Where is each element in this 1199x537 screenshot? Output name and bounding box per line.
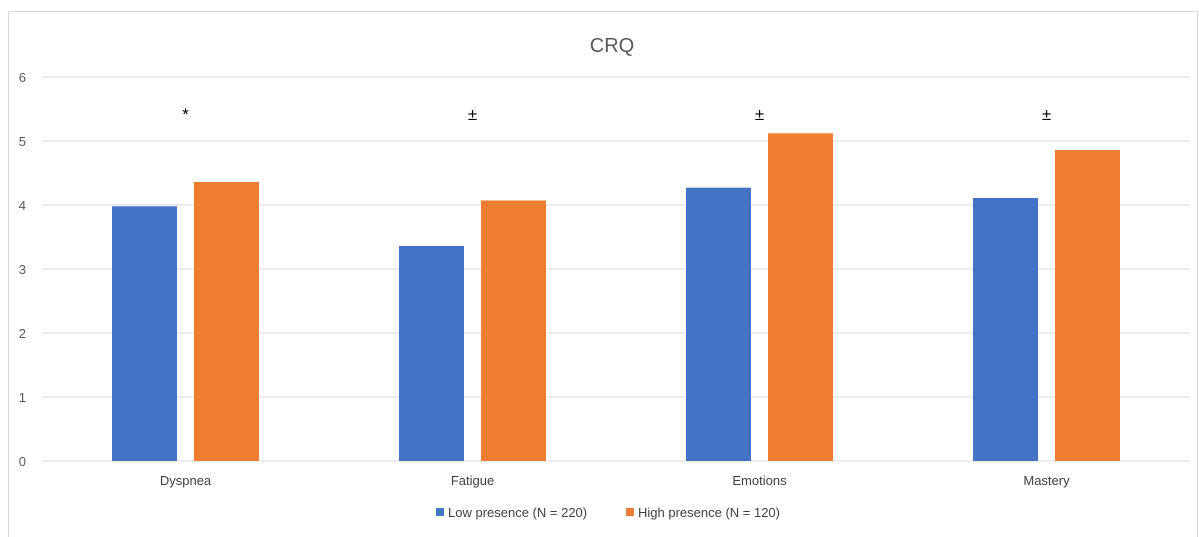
bar-dyspnea-low	[112, 206, 177, 461]
y-tick-label: 2	[19, 326, 26, 341]
bar-mastery-high	[1055, 149, 1120, 461]
y-axis-tick-labels: 0 1 2 3 4 5 6	[19, 70, 26, 469]
bar-fatigue-low	[399, 245, 464, 461]
significance-marker: ±	[1042, 105, 1051, 124]
bar-fatigue-high	[481, 200, 546, 461]
significance-marker: *	[182, 105, 189, 124]
y-tick-label: 6	[19, 70, 26, 85]
y-tick-label: 1	[19, 390, 26, 405]
legend: Low presence (N = 220) High presence (N =…	[436, 505, 780, 520]
y-tick-label: 5	[19, 134, 26, 149]
legend-swatch	[626, 508, 634, 516]
x-category-label: Dyspnea	[160, 473, 212, 488]
y-tick-label: 4	[19, 198, 26, 213]
bar-dyspnea-high	[194, 181, 259, 461]
bar-emotions-high	[768, 133, 833, 461]
legend-swatch	[436, 508, 444, 516]
significance-annotations: * ± ± ±	[182, 105, 1051, 124]
y-tick-label: 0	[19, 454, 26, 469]
bar-mastery-low	[973, 197, 1038, 461]
bars	[112, 133, 1120, 461]
y-tick-label: 3	[19, 262, 26, 277]
chart-title: CRQ	[590, 35, 634, 57]
bar-emotions-low	[686, 187, 751, 461]
significance-marker: ±	[468, 105, 477, 124]
x-axis-category-labels: Dyspnea Fatigue Emotions Mastery	[160, 473, 1070, 488]
significance-marker: ±	[755, 105, 764, 124]
legend-label: High presence (N = 120)	[638, 505, 780, 520]
legend-label: Low presence (N = 220)	[448, 505, 587, 520]
x-category-label: Mastery	[1023, 473, 1070, 488]
x-category-label: Emotions	[732, 473, 787, 488]
x-category-label: Fatigue	[451, 473, 494, 488]
